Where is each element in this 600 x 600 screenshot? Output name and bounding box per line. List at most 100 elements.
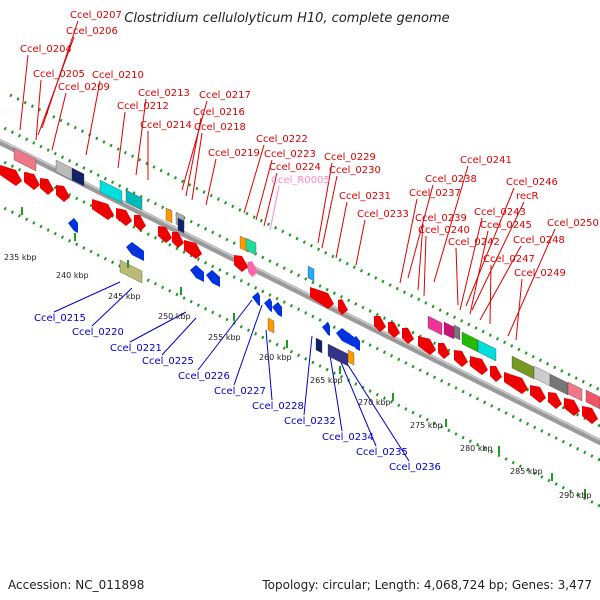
gene-box	[119, 259, 143, 284]
forward-gene-label: Ccel_0229	[324, 152, 376, 163]
gene-box	[13, 147, 37, 172]
forward-gene-arrow	[548, 392, 562, 409]
reverse-gene-label: Ccel_0226	[178, 371, 230, 382]
forward-gene-arrow	[402, 328, 414, 344]
kbp-tick-label: 270 kbp	[358, 398, 391, 407]
forward-gene-arrow	[530, 385, 546, 403]
forward-gene-arrow	[184, 240, 202, 259]
forward-leader-line	[407, 184, 434, 279]
forward-gene-arrow	[0, 165, 22, 186]
forward-gene-label: Ccel_0222	[256, 134, 308, 145]
forward-leader-line	[205, 158, 217, 206]
reverse-leader-line	[161, 317, 197, 356]
forward-gene-label: Ccel_0224	[269, 162, 321, 173]
forward-leader-line	[181, 100, 208, 191]
forward-leader-line	[85, 80, 101, 156]
reverse-gene-label: Ccel_0234	[322, 432, 374, 443]
forward-leader-line	[489, 264, 492, 325]
reverse-inner-dots	[0, 158, 600, 462]
gene-box	[477, 339, 497, 362]
reverse-gene-label: Ccel_0221	[110, 343, 162, 354]
accession-text: Accession: NC_011898	[8, 578, 145, 592]
forward-gene-label: Ccel_0243	[474, 207, 526, 218]
forward-gene-label: Ccel_0240	[418, 225, 470, 236]
forward-gene-arrow	[454, 350, 468, 367]
forward-gene-label: Ccel_0242	[448, 237, 500, 248]
forward-gene-label: Ccel_0209	[58, 82, 110, 93]
kbp-tick-label: 290 kbp	[559, 491, 592, 500]
forward-leader-line	[37, 36, 75, 136]
forward-gene-label: Ccel_0247	[483, 254, 535, 265]
forward-leader-line	[433, 165, 469, 283]
gene-box	[443, 321, 455, 340]
forward-gene-label: Ccel_0214	[140, 120, 192, 131]
gene-box	[427, 315, 443, 336]
forward-leader-line	[269, 185, 280, 231]
gene-box	[165, 207, 173, 224]
forward-leader-line	[317, 162, 333, 244]
kbp-tick-label: 240 kbp	[56, 271, 89, 280]
genome-backbone	[0, 138, 600, 446]
forward-gene-arrow	[158, 226, 172, 243]
forward-leader-line	[423, 235, 427, 297]
forward-leader-line	[417, 223, 424, 291]
reverse-gene-arrow	[252, 292, 260, 306]
kbp-tick-dots	[0, 204, 600, 508]
reverse-leader-line	[91, 287, 133, 327]
forward-leader-line	[471, 201, 525, 311]
kbp-tick-label: 265 kbp	[310, 376, 343, 385]
forward-leader-line	[263, 172, 278, 227]
forward-gene-label: Ccel_0213	[138, 88, 190, 99]
reverse-gene-arrow	[272, 302, 282, 317]
forward-gene-label: Ccel_0206	[66, 26, 118, 37]
reverse-gene-arrow	[68, 218, 78, 233]
gene-box	[99, 179, 123, 204]
reverse-gene-arrow	[126, 242, 144, 261]
reverse-gene-label: Ccel_0227	[214, 386, 266, 397]
reverse-gene-label: Ccel_0236	[389, 462, 441, 473]
kbp-tick-label: 260 kbp	[259, 353, 292, 362]
forward-gene-arrow	[582, 406, 598, 424]
forward-leader-line	[255, 159, 273, 221]
reverse-leader-line	[339, 359, 377, 447]
gene-box	[585, 389, 600, 410]
gene-box	[71, 167, 85, 187]
forward-gene-arrow	[564, 398, 580, 416]
gene-box	[453, 324, 461, 341]
forward-gene-label: Ccel_0231	[339, 191, 391, 202]
gene-box	[567, 381, 583, 402]
forward-gene-arrow	[116, 208, 132, 226]
forward-leader-line	[515, 278, 523, 341]
gene-box	[307, 265, 315, 282]
forward-gene-label: Ccel_0237	[409, 188, 461, 199]
reverse-leader-line	[265, 329, 273, 401]
forward-leader-line	[35, 79, 42, 141]
gene-box	[315, 337, 323, 354]
forward-gene-label: Ccel_0210	[92, 70, 144, 81]
forward-gene-label: Ccel_0223	[264, 149, 316, 160]
kbp-tick-label: 275 kbp	[410, 421, 443, 430]
gene-box	[461, 331, 479, 353]
kbp-tick-label: 245 kbp	[108, 292, 141, 301]
forward-gene-arrow	[504, 372, 528, 394]
forward-gene-arrow	[56, 185, 70, 202]
forward-leader-line	[19, 54, 29, 131]
forward-outer-dots	[9, 93, 600, 392]
gene-box	[511, 355, 535, 380]
reverse-leader-line	[233, 304, 263, 386]
forward-gene-arrow	[310, 287, 334, 309]
forward-gene-arrow	[374, 316, 386, 332]
forward-gene-label: Ccel_0207	[70, 10, 122, 21]
forward-leader-line	[185, 117, 202, 197]
kbp-tick-label: 280 kbp	[460, 444, 493, 453]
forward-gene-label: Ccel_0218	[194, 122, 246, 133]
forward-gene-label: recR	[516, 191, 539, 202]
kbp-tick-label: 285 kbp	[510, 467, 543, 476]
forward-gene-label: Ccel_0205	[33, 69, 85, 80]
reverse-gene-label: Ccel_0215	[34, 313, 86, 324]
forward-leader-line	[399, 198, 418, 284]
gene-box	[177, 217, 185, 234]
forward-gene-arrow	[24, 172, 40, 190]
reverse-gene-arrow	[190, 265, 204, 282]
forward-gene-label: Ccel_0204	[20, 44, 72, 55]
